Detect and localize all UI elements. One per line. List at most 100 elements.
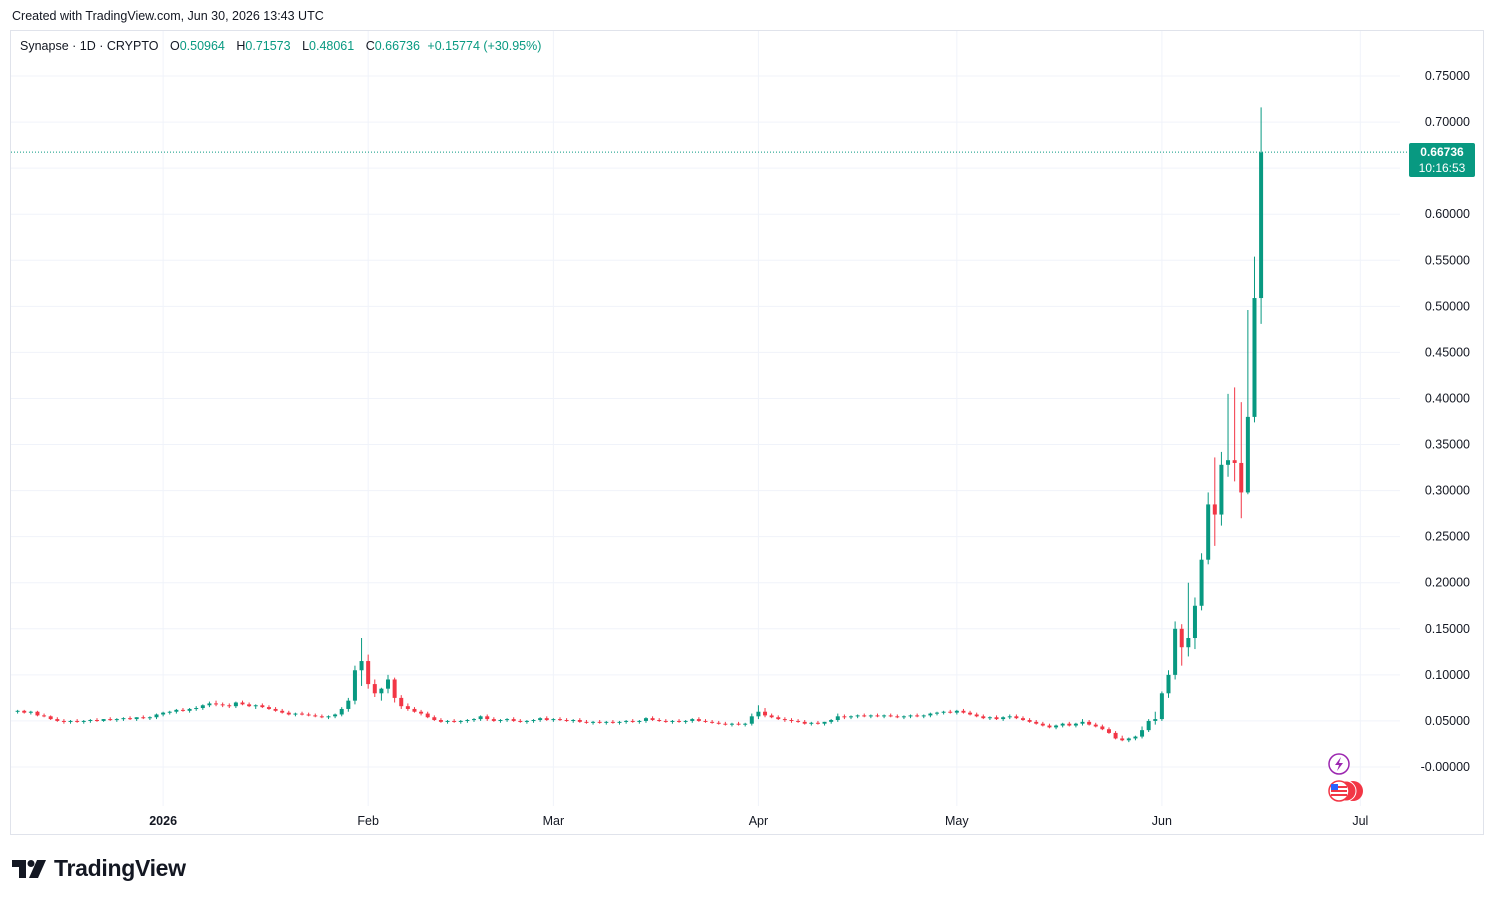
candle-body (55, 719, 60, 721)
candle-body (1140, 730, 1145, 737)
candle-body (670, 720, 675, 722)
candle-body (379, 688, 384, 694)
candle-body (1080, 721, 1085, 724)
candle-body (1212, 504, 1217, 515)
candle-body (326, 716, 331, 718)
candle-body (134, 717, 139, 720)
event-icons (1328, 753, 1363, 802)
candle-body (1259, 152, 1264, 299)
candle-body (485, 716, 490, 720)
tradingview-logo[interactable]: TradingView (12, 855, 186, 882)
candle-body (214, 703, 219, 705)
candle-body (690, 719, 695, 721)
close-label: C (365, 39, 375, 53)
candle-body (637, 720, 642, 722)
candle-body (478, 716, 483, 720)
candle-body (1146, 720, 1151, 731)
candle-body (1199, 559, 1204, 606)
candle-body (48, 716, 53, 720)
candle-body (1034, 721, 1039, 724)
tradingview-logo-icon (12, 859, 46, 878)
x-axis: 2026 Feb Mar Apr May Jun Jul (149, 814, 1368, 828)
candle-body (372, 684, 377, 694)
candle-body (498, 720, 503, 722)
x-tick-label: Apr (749, 814, 768, 828)
candle-body (511, 719, 516, 721)
candle-body (399, 697, 404, 707)
created-with-text: Created with TradingView.com, Jun 30, 20… (12, 9, 324, 23)
candle-body (1192, 605, 1197, 639)
candle-body (663, 720, 668, 722)
y-tick-label: 0.25000 (1425, 530, 1470, 544)
x-tick-label: Feb (357, 814, 379, 828)
candle-body (604, 721, 609, 723)
candle-body (445, 720, 450, 722)
candle-body (994, 717, 999, 720)
candle-body (94, 720, 99, 722)
candle-body (306, 714, 311, 716)
candle-body (591, 721, 596, 723)
candle-body (921, 715, 926, 717)
candle-body (68, 720, 73, 722)
y-tick-label: 0.15000 (1425, 622, 1470, 636)
candle-body (352, 670, 357, 701)
candle-body (432, 717, 437, 721)
candle-body (313, 715, 318, 717)
candle-body (796, 720, 801, 722)
chart-frame[interactable] (10, 30, 1484, 835)
candle-body (293, 713, 298, 715)
candle-body (696, 719, 701, 721)
candle-body (1186, 638, 1191, 648)
candle-body (888, 715, 893, 717)
candle-body (121, 718, 126, 720)
candle-body (551, 719, 556, 721)
candle-body (280, 710, 285, 713)
candle-body (180, 709, 185, 711)
candle-body (538, 718, 543, 721)
y-tick-label: 0.45000 (1425, 345, 1470, 359)
candle-body (386, 679, 391, 689)
candle-body (875, 715, 880, 717)
candle-body (769, 715, 774, 718)
candle-body (28, 711, 33, 713)
x-tick-label: May (945, 814, 969, 828)
candle-body (465, 720, 470, 722)
low-value: 0.48061 (309, 39, 355, 53)
candle-body (1007, 716, 1012, 718)
y-tick-label: 0.75000 (1425, 69, 1470, 83)
candle-body (677, 720, 682, 722)
candle-body (981, 716, 986, 719)
candle-body (1219, 464, 1224, 515)
candle-body (564, 720, 569, 722)
candle-body (882, 715, 887, 717)
candle-body (491, 719, 496, 721)
candle-body (88, 720, 93, 722)
candle-body (253, 705, 258, 707)
candle-body (557, 719, 562, 721)
last-price-tag: 0.66736 10:16:53 (1409, 143, 1475, 177)
candle-body (505, 719, 510, 721)
y-tick-label: 0.55000 (1425, 253, 1470, 267)
candle-body (1054, 725, 1059, 728)
candle-body (531, 720, 536, 722)
candle-body (167, 711, 172, 713)
grid-layer (11, 31, 1400, 806)
candle-body (273, 708, 278, 711)
candle-body (789, 720, 794, 722)
high-label: H (236, 39, 246, 53)
candle-body (716, 722, 721, 724)
candle-body (683, 720, 688, 722)
candle-body (1232, 460, 1237, 463)
candle-body (1252, 298, 1257, 417)
candle-body (300, 713, 305, 715)
candle-body (815, 722, 820, 724)
candle-body (319, 716, 324, 718)
candle-body (868, 715, 873, 717)
candle-body (15, 710, 20, 712)
candle-body (729, 723, 734, 725)
y-tick-label: -0.00000 (1421, 760, 1470, 774)
candle-body (829, 720, 834, 722)
candle-body (227, 705, 232, 707)
candle-body (948, 711, 953, 713)
